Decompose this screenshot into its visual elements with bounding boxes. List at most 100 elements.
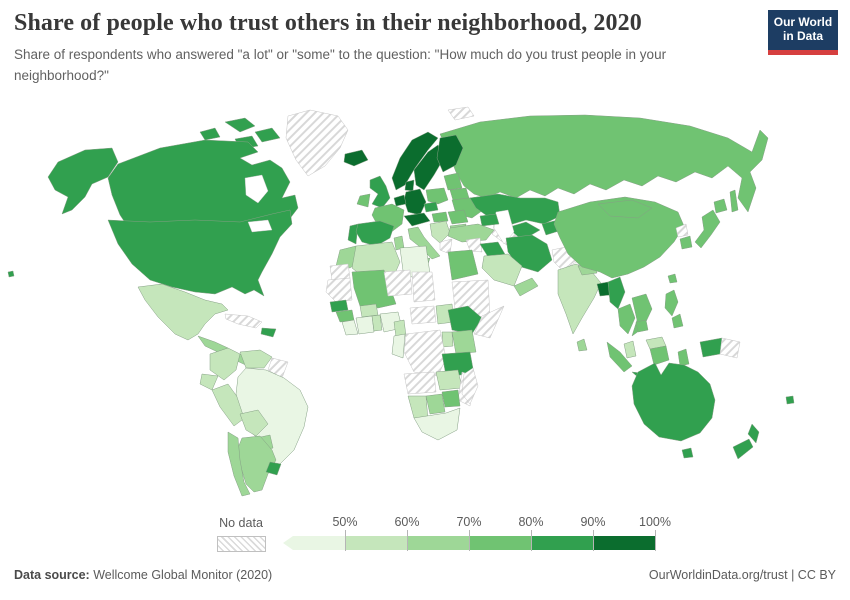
- country-usa-hawaii[interactable]: [7, 270, 15, 278]
- country-congo[interactable]: [391, 333, 406, 359]
- country-malaysia[interactable]: [623, 340, 637, 359]
- country-cuba[interactable]: [224, 313, 263, 329]
- country-canada-arctic-1[interactable]: [224, 117, 256, 133]
- country-madagascar[interactable]: [461, 367, 479, 405]
- country-angola[interactable]: [403, 371, 437, 395]
- country-somalia[interactable]: [473, 305, 505, 339]
- country-south-africa[interactable]: [413, 407, 461, 441]
- country-germany[interactable]: [403, 188, 427, 216]
- legend-bin-70-80[interactable]: [469, 536, 531, 550]
- no-data-swatch[interactable]: [217, 536, 266, 552]
- country-western-sahara[interactable]: [329, 263, 351, 281]
- country-fiji[interactable]: [785, 395, 795, 405]
- country-japan-hokkaido[interactable]: [713, 198, 728, 214]
- country-syria[interactable]: [465, 237, 483, 253]
- country-new-zealand-south[interactable]: [732, 438, 754, 460]
- country-poland[interactable]: [425, 187, 449, 205]
- country-north-korea[interactable]: [675, 223, 689, 238]
- country-baltics[interactable]: [443, 172, 463, 191]
- country-usa[interactable]: [107, 209, 293, 297]
- country-ethiopia[interactable]: [447, 305, 483, 335]
- country-uganda[interactable]: [441, 331, 454, 348]
- country-thailand[interactable]: [617, 303, 636, 335]
- country-botswana[interactable]: [425, 393, 446, 415]
- country-taiwan[interactable]: [667, 273, 678, 284]
- country-kenya[interactable]: [451, 329, 477, 355]
- country-italy[interactable]: [407, 226, 441, 260]
- country-ireland[interactable]: [356, 193, 371, 208]
- country-china[interactable]: [553, 196, 685, 279]
- country-mexico[interactable]: [137, 283, 229, 341]
- legend-bin-90-100[interactable]: [593, 536, 655, 550]
- country-russia[interactable]: [439, 114, 769, 213]
- country-svalbard[interactable]: [447, 106, 475, 121]
- country-drc[interactable]: [403, 329, 447, 377]
- country-south-korea[interactable]: [679, 235, 693, 250]
- country-new-zealand-north[interactable]: [747, 423, 760, 444]
- country-bolivia[interactable]: [239, 409, 269, 437]
- owid-logo[interactable]: Our World in Data: [768, 10, 838, 55]
- country-sierra-leone[interactable]: [341, 319, 359, 336]
- country-venezuela[interactable]: [239, 349, 273, 369]
- country-papua-new-guinea[interactable]: [719, 337, 741, 359]
- country-cambodia[interactable]: [635, 319, 649, 333]
- country-finland[interactable]: [436, 134, 464, 173]
- country-senegal[interactable]: [329, 299, 349, 313]
- country-india[interactable]: [557, 263, 602, 335]
- country-sweden[interactable]: [413, 144, 445, 191]
- country-usa-alaska[interactable]: [47, 147, 119, 215]
- country-benin-togo[interactable]: [371, 314, 383, 332]
- country-indonesia-sulawesi[interactable]: [677, 348, 690, 367]
- country-canada-arctic-2[interactable]: [254, 127, 281, 143]
- legend-bin-under-50[interactable]: [283, 536, 345, 550]
- country-balkans[interactable]: [429, 220, 451, 244]
- country-australia[interactable]: [631, 362, 716, 442]
- country-zambia[interactable]: [435, 369, 463, 391]
- country-papua-indonesia[interactable]: [699, 337, 723, 358]
- country-chile[interactable]: [227, 431, 251, 497]
- country-czechia[interactable]: [423, 201, 439, 213]
- country-hungary[interactable]: [431, 211, 449, 223]
- country-indonesia-sumatra[interactable]: [606, 341, 633, 373]
- country-russia-sakhalin[interactable]: [729, 189, 739, 213]
- legend-bin-50-60[interactable]: [345, 536, 407, 550]
- country-dominican-republic[interactable]: [260, 327, 277, 338]
- country-canada-arctic-3[interactable]: [199, 127, 221, 141]
- country-turkey[interactable]: [447, 223, 495, 243]
- country-benelux[interactable]: [393, 194, 407, 207]
- country-egypt[interactable]: [447, 249, 479, 281]
- country-greenland[interactable]: [285, 109, 349, 177]
- country-niger[interactable]: [383, 269, 413, 297]
- country-australia-tasmania[interactable]: [681, 447, 694, 459]
- country-iceland[interactable]: [343, 149, 369, 167]
- country-mauritania[interactable]: [325, 277, 353, 303]
- country-spain[interactable]: [355, 220, 395, 247]
- country-romania[interactable]: [447, 209, 469, 225]
- country-philippines-mindanao[interactable]: [671, 313, 684, 329]
- country-sri-lanka[interactable]: [576, 338, 588, 352]
- country-colombia[interactable]: [209, 347, 241, 381]
- country-norway[interactable]: [391, 131, 439, 191]
- country-indonesia-borneo[interactable]: [649, 345, 670, 366]
- country-japan[interactable]: [694, 209, 721, 249]
- attribution-link[interactable]: OurWorldinData.org/trust | CC BY: [648, 568, 836, 582]
- country-ghana-ivory-coast[interactable]: [355, 315, 375, 335]
- country-chad[interactable]: [411, 271, 436, 303]
- country-uruguay[interactable]: [265, 461, 282, 476]
- country-myanmar[interactable]: [607, 276, 626, 310]
- country-yemen[interactable]: [513, 277, 539, 297]
- legend-label-70: 70%: [456, 515, 482, 529]
- country-austria-switzerland[interactable]: [403, 212, 431, 227]
- country-burkina-faso[interactable]: [359, 303, 379, 318]
- country-philippines-luzon[interactable]: [664, 289, 679, 317]
- country-uk[interactable]: [369, 175, 391, 209]
- legend-bin-80-90[interactable]: [531, 536, 593, 550]
- country-mongolia[interactable]: [597, 199, 653, 219]
- country-zimbabwe[interactable]: [441, 389, 461, 408]
- legend-bin-60-70[interactable]: [407, 536, 469, 550]
- country-central-african-republic[interactable]: [409, 305, 437, 325]
- country-caucasus[interactable]: [479, 213, 500, 227]
- legend-label-90: 90%: [580, 515, 606, 529]
- country-ecuador[interactable]: [199, 373, 219, 391]
- country-portugal[interactable]: [347, 223, 359, 245]
